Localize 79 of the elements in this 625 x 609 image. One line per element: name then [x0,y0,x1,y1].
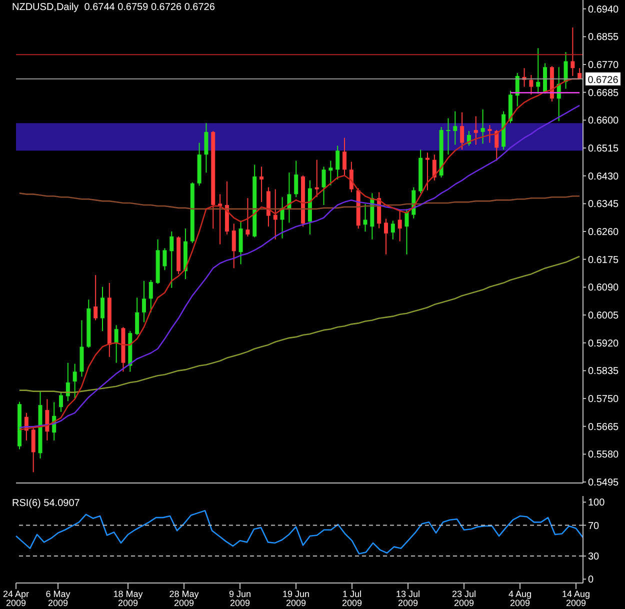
candlestick [384,218,388,255]
x-tick-label: 18 May 2009 [113,589,144,608]
candlestick [142,280,146,323]
chart-title: RSI(6) 54.0907 [12,498,80,509]
x-tick-label: 19 Jun 2009 [282,589,310,608]
candlestick [135,297,140,336]
candlestick [260,166,264,203]
x-tick-label: 4 Aug 2009 [508,589,532,608]
candlestick [273,188,278,240]
y-tick-label: 0.6770 [588,60,620,72]
candlestick [218,194,222,245]
y-tick-label: 0.5835 [588,366,620,378]
x-tick-label: 9 Jun 2009 [228,589,252,608]
candlestick [162,248,167,271]
y-tick-label: 0.6175 [588,254,620,266]
x-tick-label: 28 May 2009 [169,589,200,608]
candlestick [453,110,458,146]
y-tick-label: 0.6345 [588,199,620,210]
x-tick-label: 1 Jul 2009 [342,589,362,608]
candlestick [529,74,534,96]
candlestick [494,130,499,162]
chart-title: NZDUSD,Daily 0.6744 0.6759 0.6726 0.6726 [12,2,215,13]
candlestick [322,166,326,206]
y-tick-label: 0.6685 [588,88,620,99]
candlestick [232,223,236,269]
y-tick-label: 0.5580 [588,450,620,461]
candlestick [390,220,395,240]
y-tick-label: 0.5665 [588,422,620,433]
candlestick [314,159,319,198]
y-tick-label: 0.5750 [588,394,620,406]
y-tick-label: 0.6940 [588,4,620,16]
y-tick-label: 0.6600 [588,116,620,127]
candlestick [148,279,153,313]
candlestick [94,274,98,321]
candlestick [446,118,450,156]
y-tick-label: 100 [588,498,606,509]
y-tick-label: 30 [588,552,600,563]
candlestick [564,52,568,90]
y-tick-label: 0 [588,574,594,586]
candlestick [336,145,340,180]
y-tick-label: 0.5920 [588,338,620,350]
ref-line-label: 0.6726 [588,74,619,86]
x-tick-label: 13 Jul 2009 [396,589,420,608]
candlestick [328,160,333,186]
candlestick [363,204,368,232]
x-tick-label: 24 Apr 2009 [2,589,30,608]
candlestick [100,286,104,332]
y-tick-label: 0.6430 [588,171,620,182]
candlestick [404,208,409,255]
y-tick-label: 0.6090 [588,282,620,294]
candlestick [460,112,464,150]
candlestick [72,363,77,399]
x-tick-label: 6 May 2009 [46,589,71,608]
candlestick [570,27,575,76]
candlestick [238,220,243,265]
y-tick-label: 0.6515 [588,144,620,155]
y-tick-label: 70 [588,520,600,532]
line-series [15,510,584,554]
candlestick [114,324,118,364]
candlestick [480,108,485,144]
candlestick [204,122,208,174]
candlestick [59,392,64,412]
y-tick-label: 0.6260 [588,227,620,238]
candlestick [425,152,430,191]
candlestick [342,137,347,176]
candlestick [31,427,36,473]
candlestick [398,209,402,242]
candlestick [294,160,298,198]
y-tick-label: 0.6005 [588,310,620,322]
candlestick [474,116,478,146]
candlestick [349,161,354,193]
candlestick [488,124,492,144]
candlestick [536,48,540,94]
x-tick-label: 14 Aug 2009 [562,589,590,608]
y-tick-label: 0.5495 [588,478,620,489]
candlestick [170,231,174,288]
x-tick-label: 23 Jul 2009 [452,589,476,608]
y-tick-label: 0.6855 [588,32,620,44]
candlestick [246,198,250,237]
